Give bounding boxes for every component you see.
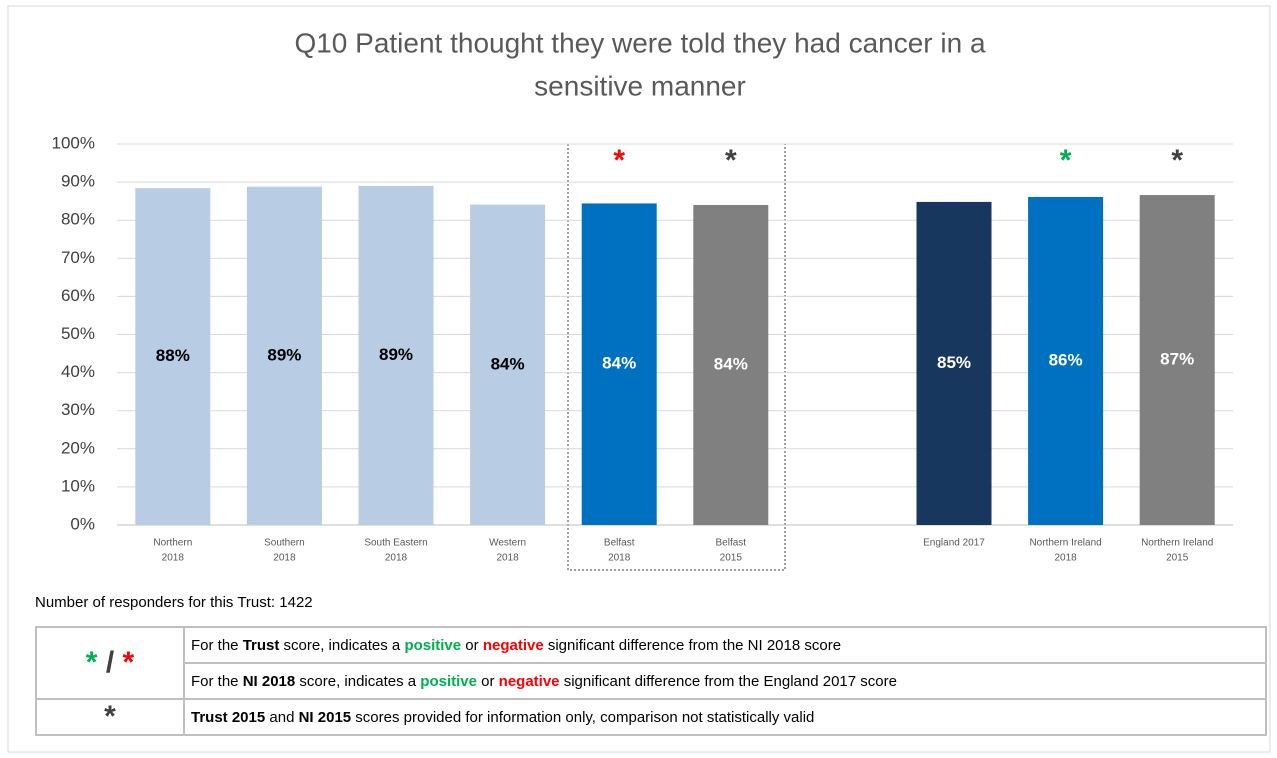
text-segment: *	[122, 646, 135, 679]
x-tick-label: 2018	[1054, 553, 1077, 564]
text-segment: score, indicates a	[279, 636, 405, 654]
text-segment: For the	[191, 672, 243, 690]
text-segment: For the	[191, 636, 243, 654]
x-tick-label: Northern Ireland	[1029, 538, 1101, 549]
text-segment: Trust 2015	[191, 708, 266, 726]
y-tick-label: 100%	[52, 133, 95, 152]
text-segment: significant difference from the England …	[559, 672, 897, 690]
y-tick-label: 30%	[61, 400, 95, 419]
value-label: 86%	[1049, 350, 1083, 369]
y-tick-label: 10%	[61, 476, 95, 495]
x-tick-label: Southern	[264, 538, 305, 549]
legend-row: For the NI 2018 score, indicates a posit…	[36, 662, 1267, 700]
text-segment: and	[265, 708, 299, 726]
bar	[1028, 196, 1104, 526]
y-tick-label: 80%	[61, 210, 95, 229]
value-label: 89%	[267, 345, 301, 364]
legend-table: * / * For the Trust score, indicates a po…	[35, 626, 1267, 736]
x-tick-label: South Eastern	[364, 538, 427, 549]
x-tick-label: 2018	[162, 553, 185, 564]
legend-row: * Trust 2015 and NI 2015 scores provided …	[35, 698, 1267, 736]
value-label: 84%	[602, 354, 636, 373]
x-tick-label: 2018	[608, 553, 631, 564]
value-label: 84%	[491, 354, 525, 373]
bar	[693, 204, 769, 525]
legend-text: Trust 2015 and NI 2015 scores provided f…	[183, 698, 1267, 736]
text-segment: NI 2015	[298, 708, 352, 726]
bar	[916, 201, 992, 526]
text-segment: *	[85, 646, 98, 679]
y-tick-label: 70%	[61, 248, 95, 267]
text-segment: or	[476, 672, 499, 690]
x-tick-label: Belfast	[716, 538, 747, 549]
value-label: 84%	[714, 354, 748, 373]
text-segment: scores provided for information only, co…	[351, 708, 815, 726]
legend-row: * / * For the Trust score, indicates a po…	[35, 626, 1267, 700]
text-segment: Trust	[242, 636, 280, 654]
y-tick-label: 90%	[61, 172, 95, 191]
chart-title: Q10 Patient thought they were told they …	[294, 27, 986, 58]
value-label: 89%	[379, 345, 413, 364]
x-tick-label: 2018	[496, 553, 519, 564]
text-segment: positive	[420, 672, 477, 690]
frame	[7, 5, 1271, 753]
y-tick-label: 20%	[61, 438, 95, 457]
text-segment: negative	[482, 636, 544, 654]
bar	[470, 204, 546, 526]
bar	[358, 185, 434, 525]
legend-symbol: * / *	[35, 626, 185, 700]
significance-marker: *	[1171, 144, 1183, 177]
x-tick-label: 2015	[1166, 553, 1189, 564]
y-tick-label: 0%	[70, 514, 95, 533]
legend-text: For the Trust score, indicates a positiv…	[183, 626, 1267, 664]
y-tick-label: 40%	[61, 362, 95, 381]
y-tick-label: 50%	[61, 324, 95, 343]
responders: Number of responders for this Trust: 142…	[35, 594, 313, 611]
text-segment: /	[97, 646, 123, 679]
value-label: 88%	[156, 346, 190, 365]
text-segment: negative	[498, 672, 560, 690]
y-tick-label: 60%	[61, 286, 95, 305]
legend-text: For the NI 2018 score, indicates a posit…	[183, 662, 1267, 700]
x-tick-label: 2018	[385, 553, 408, 564]
x-tick-label: Northern Ireland	[1141, 538, 1213, 549]
text-segment: significant difference from the NI 2018 …	[543, 636, 842, 654]
x-tick-label: 2015	[720, 553, 743, 564]
chart-title: sensitive manner	[534, 70, 746, 101]
text-segment: score, indicates a	[295, 672, 421, 690]
bar	[246, 186, 322, 525]
legend-symbol: *	[35, 698, 185, 736]
text-segment: NI 2018	[242, 672, 296, 690]
x-tick-label: Belfast	[604, 538, 635, 549]
text-segment: *	[104, 700, 116, 733]
x-tick-label: Northern	[153, 538, 192, 549]
value-label: 87%	[1160, 350, 1194, 369]
text-segment: or	[461, 636, 483, 654]
significance-marker: *	[613, 144, 625, 177]
x-tick-label: England 2017	[923, 538, 985, 549]
significance-marker: *	[1060, 144, 1072, 177]
text-segment: positive	[404, 636, 462, 654]
significance-marker: *	[725, 144, 737, 177]
x-tick-label: Western	[489, 538, 526, 549]
x-tick-label: 2018	[273, 553, 296, 564]
bar	[135, 188, 211, 526]
bar	[1139, 195, 1215, 525]
bar	[581, 203, 657, 525]
value-label: 85%	[937, 353, 971, 372]
